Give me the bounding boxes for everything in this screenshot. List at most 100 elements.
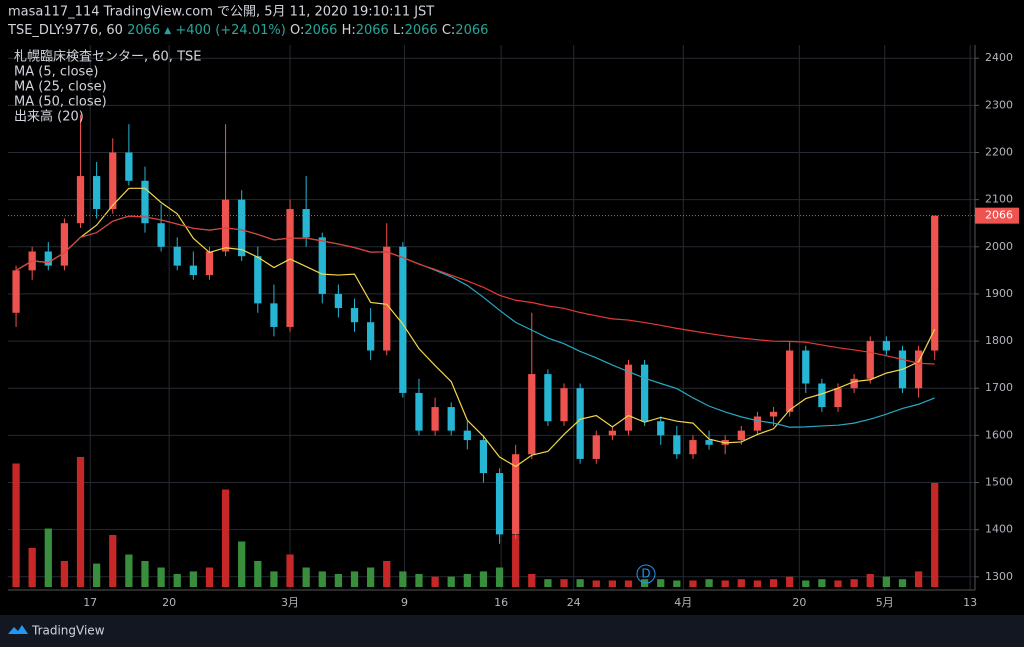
dividend-marker[interactable]	[636, 564, 656, 584]
candle-body	[769, 411, 778, 417]
candle-body	[334, 293, 343, 309]
candle-body	[786, 350, 794, 412]
x-tick-label: 9	[401, 596, 408, 609]
volume-bar	[125, 554, 133, 587]
o: 2066	[304, 23, 337, 38]
h-label: H:	[342, 23, 356, 38]
candle-body	[802, 350, 810, 384]
volume-bar	[705, 579, 713, 587]
candle-body	[608, 430, 617, 436]
c-label: C:	[442, 23, 455, 38]
x-tick-label: 5月	[876, 596, 894, 609]
x-tick-label: 3月	[281, 596, 299, 609]
candle-body	[125, 152, 133, 181]
publish-info: masa117_114 TradingView.com で公開, 5月 11, …	[8, 5, 434, 20]
legend-volume: 出来高 (20)	[14, 109, 84, 125]
legend-ma: MA (50, close)	[14, 95, 107, 110]
legend-ma: MA (5, close)	[14, 65, 98, 80]
candle-body	[270, 303, 278, 327]
volume-bar	[141, 561, 149, 587]
candle-body	[286, 209, 294, 327]
volume-bar	[866, 574, 874, 587]
x-tick-label: 20	[162, 596, 176, 609]
y-tick-label: 1800	[985, 334, 1013, 347]
last-price-box	[975, 207, 1019, 224]
candle-body	[512, 454, 520, 535]
x-tick-label: 24	[567, 596, 581, 609]
candle-body	[737, 430, 745, 441]
volume-bar	[173, 574, 181, 587]
volume-bar	[657, 579, 665, 587]
volume-bar	[721, 580, 729, 587]
o-label: O:	[290, 23, 304, 38]
volume-bar	[753, 580, 762, 587]
candle-body	[850, 378, 858, 389]
brand[interactable]: TradingView	[31, 624, 105, 638]
candle-body	[689, 440, 697, 455]
volume-bar	[60, 561, 69, 587]
candle-body	[834, 388, 842, 408]
candle-body	[60, 223, 69, 266]
volume-bar	[528, 574, 536, 587]
volume-bar	[624, 580, 633, 587]
candle-body	[318, 237, 326, 294]
candle-body	[931, 215, 939, 351]
volume-bar	[286, 554, 294, 587]
candle-body	[882, 341, 890, 351]
candle-body	[544, 374, 552, 422]
volume-bar	[608, 580, 617, 587]
y-tick-label: 2100	[985, 193, 1013, 206]
candle-body	[302, 209, 310, 238]
l: 2066	[405, 23, 438, 38]
volume-bar	[109, 535, 117, 587]
candle-body	[157, 223, 165, 247]
arrow: ▲	[164, 26, 171, 36]
moving-average	[15, 215, 935, 365]
legend-symbol: 札幌臨床検査センター, 60, TSE	[14, 49, 201, 65]
x-tick-label: 20	[792, 596, 806, 609]
volume-bar	[28, 548, 36, 587]
volume-bar	[786, 576, 794, 587]
candle-body	[12, 270, 20, 313]
volume-bar	[544, 579, 552, 587]
dividend-marker-label[interactable]: D	[641, 567, 650, 581]
volume-bar	[850, 579, 858, 587]
volume-bar	[737, 579, 745, 587]
candle-body	[495, 473, 504, 535]
candle-body	[221, 199, 230, 252]
y-tick-label: 2300	[985, 98, 1013, 111]
volume-bar	[366, 567, 375, 587]
volume-bar	[914, 571, 923, 587]
candle-body	[528, 374, 536, 455]
x-tick-label: 16	[494, 596, 508, 609]
x-tick-label: 4月	[674, 596, 692, 609]
candle-body	[109, 152, 117, 210]
candle-body	[399, 246, 407, 393]
candle-body	[415, 392, 423, 431]
candle-body	[44, 251, 52, 266]
volume-bar	[221, 489, 230, 587]
y-tick-label: 1700	[985, 381, 1013, 394]
candle-body	[866, 341, 874, 379]
volume-bar	[689, 580, 697, 587]
candle-body	[753, 416, 762, 431]
candle-body	[431, 407, 439, 431]
brand-logo[interactable]	[8, 625, 28, 634]
candle-body	[914, 350, 923, 389]
volume-bar	[802, 580, 810, 587]
candle-body	[447, 407, 455, 431]
volume-bar	[592, 580, 600, 587]
legend-ma: MA (25, close)	[14, 80, 107, 95]
l-label: L:	[393, 23, 405, 38]
candle-body	[238, 199, 246, 257]
candle-body	[189, 265, 197, 276]
candle-body	[205, 251, 214, 276]
volume-bar	[254, 561, 262, 587]
volume-bar	[512, 535, 520, 587]
c: 2066	[455, 23, 488, 38]
y-tick-label: 1400	[985, 523, 1013, 536]
change: +400 (+24.01%)	[175, 23, 285, 38]
